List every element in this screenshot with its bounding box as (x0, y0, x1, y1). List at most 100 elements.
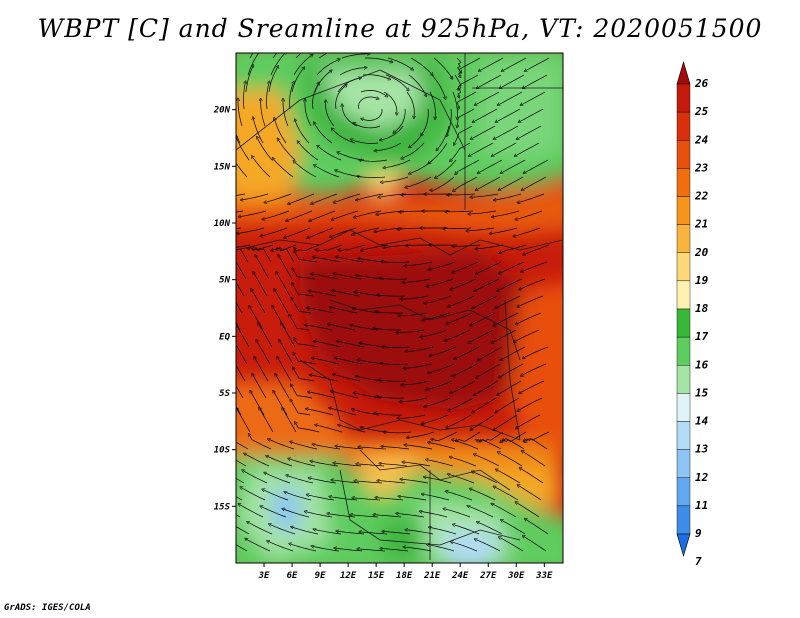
streamline (522, 176, 547, 190)
streamline (427, 460, 454, 467)
streamline (247, 53, 260, 76)
streamline (491, 227, 518, 234)
streamline (524, 244, 550, 255)
streamline (332, 391, 359, 399)
streamline (294, 353, 317, 365)
streamline (236, 544, 248, 552)
streamline (261, 507, 287, 518)
streamline (267, 456, 293, 467)
streamline (400, 397, 428, 402)
map-title: WBPT [C] and Sreamline at 925hPa, VT: 20… (37, 14, 763, 43)
streamline (452, 91, 457, 118)
streamline (399, 496, 427, 501)
streamline (493, 210, 520, 217)
streamline (427, 278, 454, 286)
streamline (477, 363, 501, 377)
streamline (519, 108, 544, 122)
streamline (447, 414, 472, 427)
streamline (445, 329, 471, 341)
colorbar-label: 9 (695, 527, 702, 540)
streamline (339, 425, 366, 433)
streamline (475, 278, 500, 291)
streamline (339, 244, 366, 250)
streamline (358, 97, 378, 110)
streamline (478, 522, 503, 535)
streamline (352, 140, 379, 144)
streamline (238, 227, 265, 233)
streamline (309, 392, 336, 399)
colorbar-label: 20 (694, 246, 709, 259)
streamline (500, 244, 527, 253)
streamline (236, 193, 246, 196)
streamline (520, 468, 544, 484)
lat-label: EQ (219, 332, 230, 342)
streamline (334, 375, 361, 382)
streamline (287, 210, 313, 221)
streamline (405, 445, 433, 450)
streamline (295, 252, 318, 263)
colorbar-label: 18 (695, 302, 709, 315)
streamline (255, 358, 269, 382)
streamline (515, 329, 540, 342)
streamline (471, 312, 496, 325)
colorbar-label: 15 (695, 386, 709, 399)
lat-label: 15S (214, 502, 231, 512)
streamline (404, 547, 432, 552)
streamline (518, 295, 544, 307)
streamline (381, 125, 404, 140)
streamline (456, 159, 480, 174)
colorbar: 26 25 24 23 22 21 20 19 18 17 16 15 14 13 12 11 9 7 (676, 60, 709, 568)
streamline (502, 57, 527, 71)
streamline (292, 298, 312, 314)
streamline (499, 453, 523, 467)
streamline (236, 344, 248, 365)
streamline (453, 440, 479, 450)
map-frame (235, 52, 564, 564)
streamline (446, 211, 474, 212)
streamline (432, 431, 458, 441)
streamline (338, 341, 365, 348)
streamline (351, 515, 379, 518)
streamline (277, 273, 291, 297)
streamline (276, 375, 290, 399)
streamline (496, 295, 521, 308)
streamline (456, 431, 481, 441)
streamline (379, 380, 407, 381)
streamline (494, 312, 519, 325)
streamline (524, 439, 548, 450)
streamline (253, 375, 267, 399)
streamline (492, 504, 517, 518)
colorbar-swatch (676, 477, 691, 507)
streamline (312, 546, 340, 552)
streamline (436, 159, 457, 178)
streamline (384, 159, 411, 168)
streamline (444, 228, 472, 229)
streamline (447, 312, 473, 324)
streamline (397, 329, 425, 333)
streamline (257, 341, 271, 365)
colorbar-swatch (676, 336, 691, 366)
colorbar-label: 24 (694, 133, 709, 146)
streamline (315, 341, 342, 348)
streamline (384, 432, 412, 433)
streamline (449, 295, 475, 306)
colorbar-label: 11 (695, 499, 708, 512)
streamline (329, 324, 356, 331)
streamline (454, 125, 473, 144)
streamline (242, 193, 269, 200)
streamline (245, 66, 253, 93)
streamline (253, 248, 272, 263)
colorbar-swatch (676, 196, 691, 225)
streamline (310, 210, 336, 221)
streamline (236, 526, 250, 535)
streamline (279, 256, 293, 280)
colorbar-swatch (676, 308, 691, 338)
streamline (437, 125, 450, 150)
streamline (382, 262, 410, 263)
streamline (269, 439, 295, 450)
streamline (476, 244, 504, 249)
streamline (516, 210, 543, 219)
streamline (453, 261, 479, 272)
streamline (294, 339, 319, 348)
